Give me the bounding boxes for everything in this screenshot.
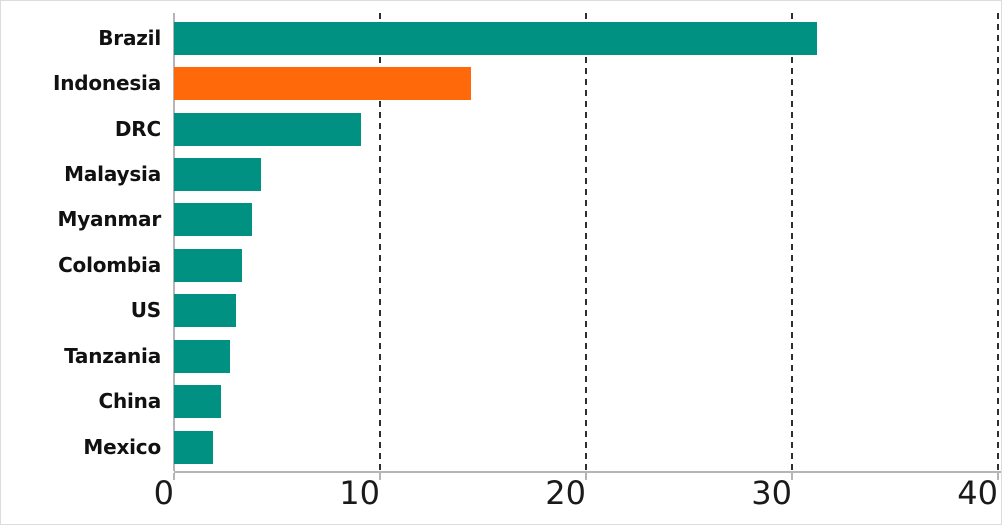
bar-us — [174, 294, 236, 328]
x-axis-tick-30 — [791, 473, 793, 480]
bar-indonesia — [174, 67, 471, 101]
x-tick-label-20: 20 — [545, 474, 586, 512]
gridline-40 — [997, 13, 999, 471]
category-label-tanzania: Tanzania — [64, 343, 161, 368]
x-axis-tick-40 — [997, 473, 999, 480]
x-tick-label-30: 30 — [751, 474, 792, 512]
bar-malaysia — [174, 157, 261, 191]
category-label-brazil: Brazil — [98, 25, 161, 50]
gridline-30 — [791, 13, 793, 471]
gridline-20 — [585, 13, 587, 471]
category-label-us: US — [130, 298, 161, 323]
bar-myanmar — [174, 203, 253, 237]
y-axis-line — [173, 13, 175, 471]
category-label-indonesia: Indonesia — [53, 71, 161, 96]
bar-brazil — [174, 21, 817, 55]
category-label-colombia: Colombia — [58, 252, 161, 277]
x-tick-label-40: 40 — [957, 474, 998, 512]
bar-tanzania — [174, 339, 230, 373]
x-axis-tick-20 — [585, 473, 587, 480]
bar-colombia — [174, 248, 242, 282]
bar-china — [174, 385, 222, 419]
x-axis-tick-0 — [173, 473, 175, 480]
x-axis-line — [174, 471, 1001, 473]
category-label-china: China — [98, 389, 161, 414]
x-tick-label-0: 0 — [153, 474, 174, 512]
category-label-myanmar: Myanmar — [57, 207, 162, 232]
category-label-malaysia: Malaysia — [64, 161, 161, 186]
x-axis-tick-10 — [379, 473, 381, 480]
bar-mexico — [174, 430, 214, 464]
gridline-10 — [379, 13, 381, 471]
category-label-drc: DRC — [114, 116, 161, 141]
category-label-mexico: Mexico — [83, 434, 161, 459]
bar-drc — [174, 112, 362, 146]
x-tick-label-10: 10 — [339, 474, 380, 512]
